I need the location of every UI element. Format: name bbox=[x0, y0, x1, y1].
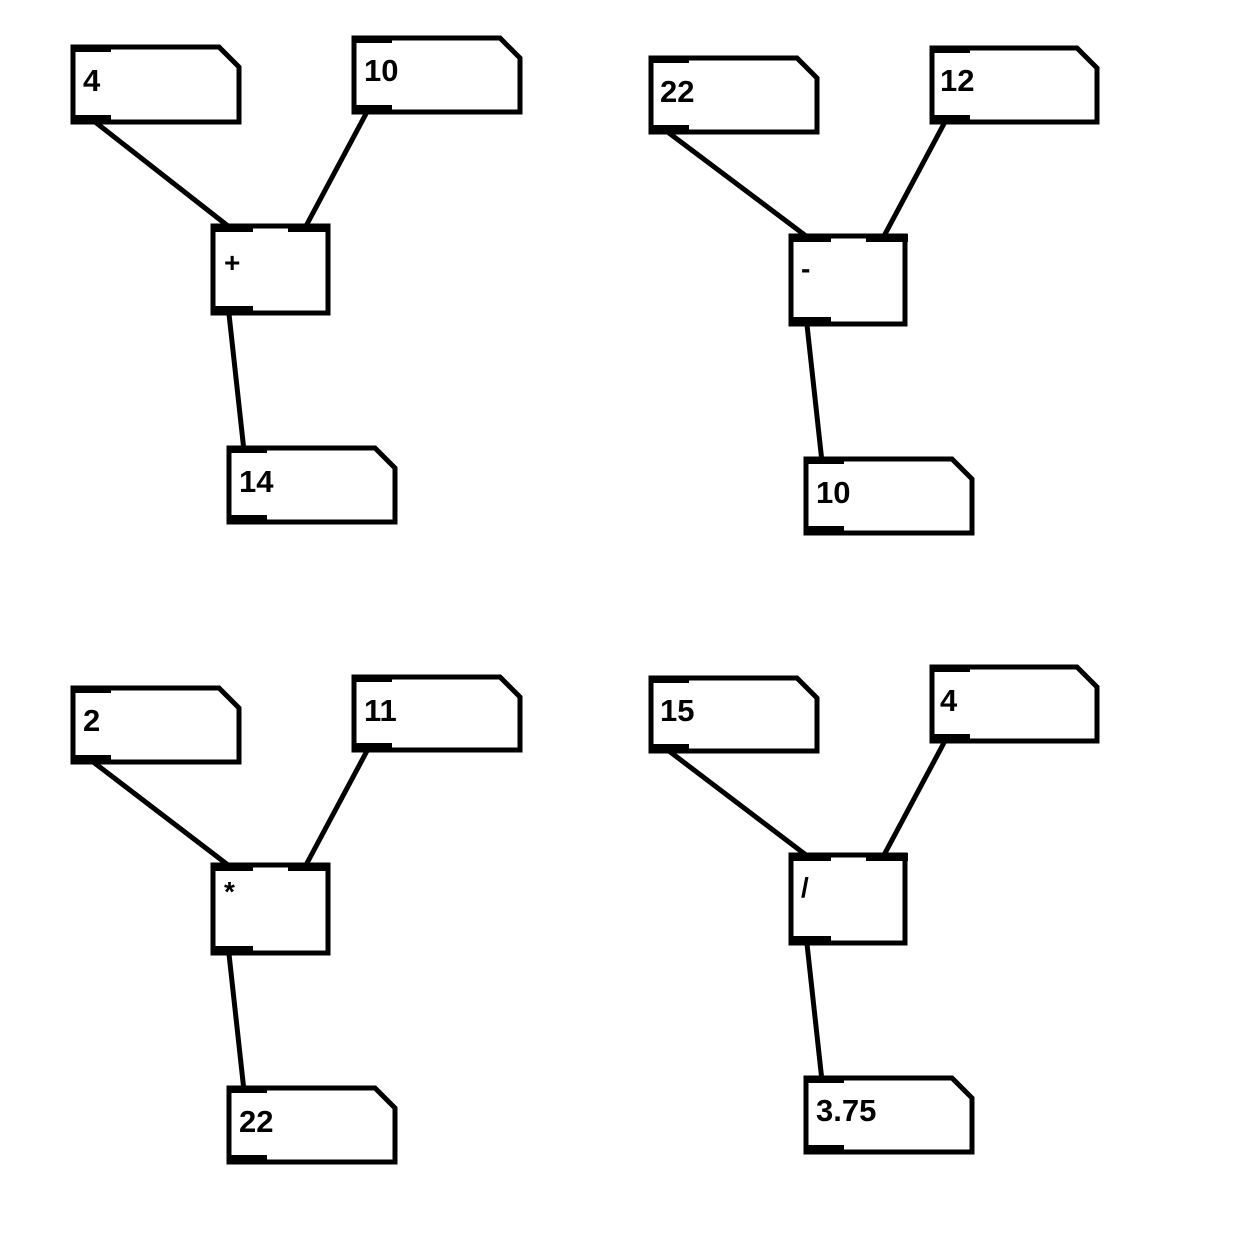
number-box-left-input[interactable]: 2 bbox=[70, 685, 242, 765]
number-box-output[interactable]: 14 bbox=[226, 445, 398, 525]
patch-cord[interactable] bbox=[663, 746, 808, 857]
number-box-value: 4 bbox=[83, 63, 101, 98]
object-box-operator[interactable]: / bbox=[788, 852, 908, 946]
number-box-right-input[interactable]: 11 bbox=[351, 674, 523, 753]
patch-cord[interactable] bbox=[86, 756, 230, 867]
number-box-output[interactable]: 10 bbox=[803, 456, 975, 536]
number-box-left-input[interactable]: 4 bbox=[70, 44, 242, 125]
object-box-label: * bbox=[224, 876, 235, 907]
number-box-value: 12 bbox=[940, 63, 974, 98]
number-box-right-input[interactable]: 12 bbox=[929, 45, 1100, 125]
object-box-label: / bbox=[801, 872, 809, 903]
number-box-output[interactable]: 22 bbox=[226, 1085, 398, 1165]
object-box-label: - bbox=[801, 253, 810, 284]
patch-cord[interactable] bbox=[804, 324, 825, 463]
patch-group-division: 15 4 / 3.75 bbox=[648, 664, 1100, 1155]
number-box-value: 22 bbox=[660, 74, 694, 109]
number-box-value: 15 bbox=[660, 693, 694, 728]
number-box-right-input[interactable]: 10 bbox=[351, 35, 523, 115]
number-box-value: 10 bbox=[364, 53, 398, 88]
object-box-operator[interactable]: - bbox=[788, 233, 908, 327]
object-box-label: + bbox=[224, 247, 240, 278]
patch-cord[interactable] bbox=[804, 943, 825, 1082]
patch-cord[interactable] bbox=[226, 953, 247, 1092]
number-box-value: 11 bbox=[364, 693, 397, 728]
number-box-value: 2 bbox=[83, 703, 100, 738]
patch-group-multiplication: 2 11 * 22 bbox=[70, 674, 523, 1165]
patch-cord[interactable] bbox=[881, 737, 949, 857]
patch-group-subtraction: 22 12 - 10 bbox=[648, 45, 1100, 536]
number-box-left-input[interactable]: 15 bbox=[648, 675, 820, 754]
object-box-operator[interactable]: * bbox=[210, 862, 331, 956]
number-box-right-input[interactable]: 4 bbox=[929, 664, 1100, 744]
patch-cord[interactable] bbox=[88, 116, 230, 228]
number-box-output[interactable]: 3.75 bbox=[803, 1075, 975, 1155]
number-box-left-input[interactable]: 22 bbox=[648, 55, 820, 135]
patch-cord[interactable] bbox=[881, 118, 949, 238]
patch-cord[interactable] bbox=[226, 313, 247, 452]
number-box-value: 10 bbox=[816, 475, 850, 510]
number-box-value: 14 bbox=[239, 464, 274, 499]
patch-cord[interactable] bbox=[303, 108, 371, 228]
patch-cord[interactable] bbox=[303, 747, 371, 867]
object-box-operator[interactable]: + bbox=[210, 223, 331, 316]
number-box-value: 3.75 bbox=[816, 1093, 876, 1128]
patch-group-addition: 4 10 + 14 bbox=[70, 35, 523, 525]
patch-cord[interactable] bbox=[663, 128, 808, 238]
number-box-value: 4 bbox=[940, 683, 958, 718]
number-box-value: 22 bbox=[239, 1104, 273, 1139]
